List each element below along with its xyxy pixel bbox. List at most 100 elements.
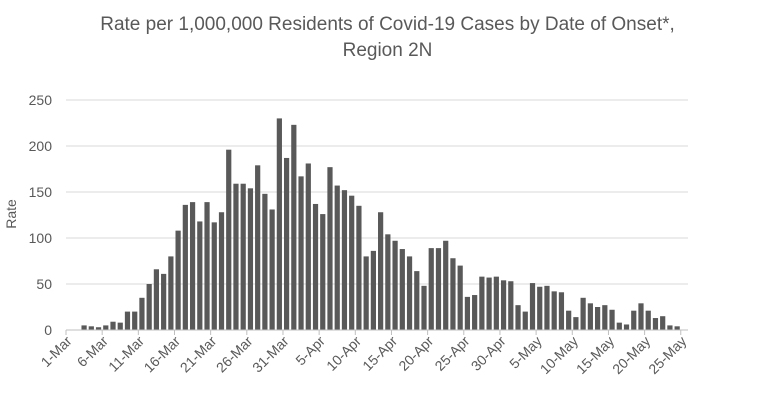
bar <box>356 205 362 330</box>
bar <box>255 165 261 330</box>
bar <box>522 311 528 330</box>
bar <box>175 230 181 330</box>
bar <box>537 286 543 330</box>
y-axis-label: Rate <box>3 199 19 229</box>
bar <box>189 202 196 330</box>
x-tick-label: 21-Mar <box>177 333 220 376</box>
bar <box>124 311 131 330</box>
bar <box>587 303 593 330</box>
bar <box>472 295 478 330</box>
y-tick-label: 50 <box>36 276 52 292</box>
x-tick-label: 25-Apr <box>431 333 472 374</box>
y-tick-label: 250 <box>29 92 53 108</box>
bar <box>486 277 492 330</box>
bar <box>479 276 485 330</box>
bars <box>81 118 680 331</box>
bar <box>211 222 217 330</box>
bar <box>573 317 579 330</box>
bar <box>334 185 340 330</box>
bar <box>638 303 644 330</box>
bar <box>226 149 232 330</box>
bar <box>566 310 572 330</box>
bar <box>262 193 268 330</box>
bar <box>385 234 391 330</box>
x-tick-label: 10-Apr <box>323 333 364 374</box>
bar <box>103 325 109 330</box>
gridlines <box>66 99 688 285</box>
bar <box>81 325 87 330</box>
bar <box>652 318 659 330</box>
bar <box>508 281 514 330</box>
bar <box>667 325 673 330</box>
x-tick-label: 30-Apr <box>468 333 509 374</box>
bar <box>370 250 376 330</box>
bar <box>305 163 311 330</box>
bar <box>421 285 427 330</box>
bar <box>146 284 152 330</box>
bar <box>406 256 413 330</box>
bar <box>327 167 333 330</box>
bar <box>298 176 304 330</box>
x-tick-label: 20-Apr <box>395 333 436 374</box>
bar <box>349 195 355 330</box>
bar <box>132 311 138 330</box>
bar <box>276 118 282 331</box>
x-tick-label: 25-May <box>645 333 689 377</box>
y-tick-label: 150 <box>29 184 53 200</box>
bar <box>580 297 586 330</box>
x-tick-label: 15-May <box>573 333 617 377</box>
bar <box>544 285 550 330</box>
bar <box>161 273 167 330</box>
bar <box>609 309 615 330</box>
bar <box>218 212 225 330</box>
bar <box>631 310 637 330</box>
chart-title-line-1: Rate per 1,000,000 Residents of Covid-19… <box>100 14 675 35</box>
y-tick-label: 0 <box>44 322 52 338</box>
bar <box>399 249 405 330</box>
x-tick-label: 31-Mar <box>249 333 292 376</box>
x-tick-label: 1-Mar <box>38 333 75 370</box>
bar <box>312 203 319 330</box>
bar <box>515 305 521 330</box>
bar <box>623 324 630 330</box>
y-tick-label: 200 <box>29 138 53 154</box>
bar <box>95 327 102 330</box>
bar <box>247 188 254 330</box>
bar <box>558 292 565 330</box>
bar <box>320 214 326 330</box>
bar <box>378 212 384 330</box>
bar <box>645 310 651 330</box>
bar <box>88 326 94 330</box>
bar <box>450 258 456 330</box>
bar <box>493 276 499 330</box>
bar <box>240 183 246 330</box>
bar <box>363 256 369 330</box>
bar <box>204 202 210 330</box>
bar <box>594 307 601 330</box>
y-tick-label: 100 <box>29 230 53 246</box>
bar <box>341 190 348 330</box>
bar <box>139 297 145 330</box>
x-tick-label: 26-Mar <box>213 333 256 376</box>
bar <box>500 280 507 330</box>
bar <box>233 183 239 330</box>
bar <box>428 248 434 330</box>
bar <box>182 204 188 330</box>
bar <box>117 322 123 330</box>
bar <box>551 291 557 330</box>
x-tick-label: 11-Mar <box>105 333 147 375</box>
chart-title-line-2: Region 2N <box>342 40 433 61</box>
bar <box>435 248 442 330</box>
bar <box>616 322 622 330</box>
bar <box>414 271 420 330</box>
bar <box>168 256 174 330</box>
bar <box>197 221 203 330</box>
bar <box>291 124 297 330</box>
bar <box>660 316 666 330</box>
x-tick-label: 15-Apr <box>359 333 400 374</box>
x-tick-label: 20-May <box>609 333 653 377</box>
bar <box>110 321 116 330</box>
bar <box>457 265 463 330</box>
